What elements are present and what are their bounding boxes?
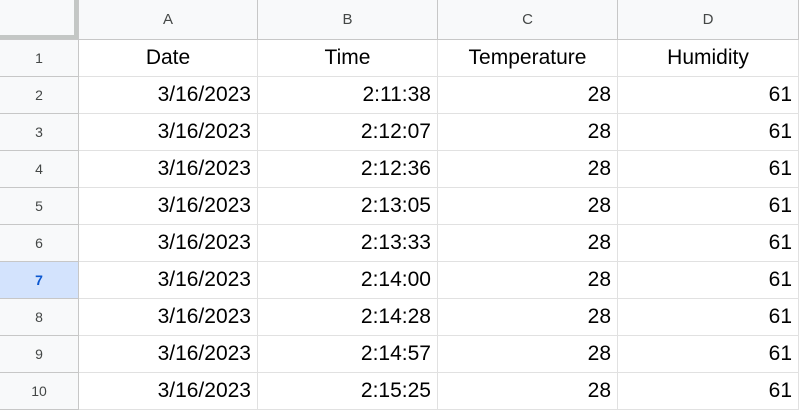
cell-time-header[interactable]: Time	[258, 40, 438, 77]
select-all-corner[interactable]	[0, 0, 79, 40]
cell-time[interactable]: 2:12:36	[258, 151, 438, 188]
cell-date[interactable]: 3/16/2023	[79, 114, 258, 151]
cell-time[interactable]: 2:12:07	[258, 114, 438, 151]
cell-date[interactable]: 3/16/2023	[79, 188, 258, 225]
cell-humidity[interactable]: 61	[618, 299, 799, 336]
cell-temperature[interactable]: 28	[438, 151, 618, 188]
cell-time[interactable]: 2:14:57	[258, 336, 438, 373]
row-header[interactable]: 1	[0, 40, 79, 77]
cell-humidity-header[interactable]: Humidity	[618, 40, 799, 77]
row-header[interactable]: 6	[0, 225, 79, 262]
cell-temperature[interactable]: 28	[438, 77, 618, 114]
cell-date[interactable]: 3/16/2023	[79, 225, 258, 262]
cell-time[interactable]: 2:14:00	[258, 262, 438, 299]
column-header-b[interactable]: B	[258, 0, 438, 40]
cell-date[interactable]: 3/16/2023	[79, 336, 258, 373]
cell-humidity[interactable]: 61	[618, 77, 799, 114]
cell-time[interactable]: 2:14:28	[258, 299, 438, 336]
cell-date[interactable]: 3/16/2023	[79, 299, 258, 336]
cell-humidity[interactable]: 61	[618, 225, 799, 262]
cell-time[interactable]: 2:11:38	[258, 77, 438, 114]
cell-date-header[interactable]: Date	[79, 40, 258, 77]
cell-temperature[interactable]: 28	[438, 114, 618, 151]
cell-time[interactable]: 2:13:05	[258, 188, 438, 225]
cell-time[interactable]: 2:13:33	[258, 225, 438, 262]
cell-date[interactable]: 3/16/2023	[79, 151, 258, 188]
cell-humidity[interactable]: 61	[618, 188, 799, 225]
cell-date[interactable]: 3/16/2023	[79, 262, 258, 299]
cell-temperature-header[interactable]: Temperature	[438, 40, 618, 77]
row-header[interactable]: 10	[0, 373, 79, 410]
cell-humidity[interactable]: 61	[618, 373, 799, 410]
column-header-a[interactable]: A	[79, 0, 258, 40]
row-header[interactable]: 8	[0, 299, 79, 336]
cell-humidity[interactable]: 61	[618, 262, 799, 299]
cell-humidity[interactable]: 61	[618, 114, 799, 151]
cell-humidity[interactable]: 61	[618, 336, 799, 373]
row-header[interactable]: 9	[0, 336, 79, 373]
cell-temperature[interactable]: 28	[438, 188, 618, 225]
row-header[interactable]: 3	[0, 114, 79, 151]
column-header-d[interactable]: D	[618, 0, 799, 40]
row-header[interactable]: 5	[0, 188, 79, 225]
row-header[interactable]: 4	[0, 151, 79, 188]
cell-temperature[interactable]: 28	[438, 336, 618, 373]
cell-humidity[interactable]: 61	[618, 151, 799, 188]
row-header[interactable]: 2	[0, 77, 79, 114]
cell-temperature[interactable]: 28	[438, 262, 618, 299]
row-header-selected[interactable]: 7	[0, 262, 79, 299]
column-header-c[interactable]: C	[438, 0, 618, 40]
cell-time[interactable]: 2:15:25	[258, 373, 438, 410]
cell-date[interactable]: 3/16/2023	[79, 77, 258, 114]
cell-date[interactable]: 3/16/2023	[79, 373, 258, 410]
cell-temperature[interactable]: 28	[438, 225, 618, 262]
cell-temperature[interactable]: 28	[438, 373, 618, 410]
cell-temperature[interactable]: 28	[438, 299, 618, 336]
